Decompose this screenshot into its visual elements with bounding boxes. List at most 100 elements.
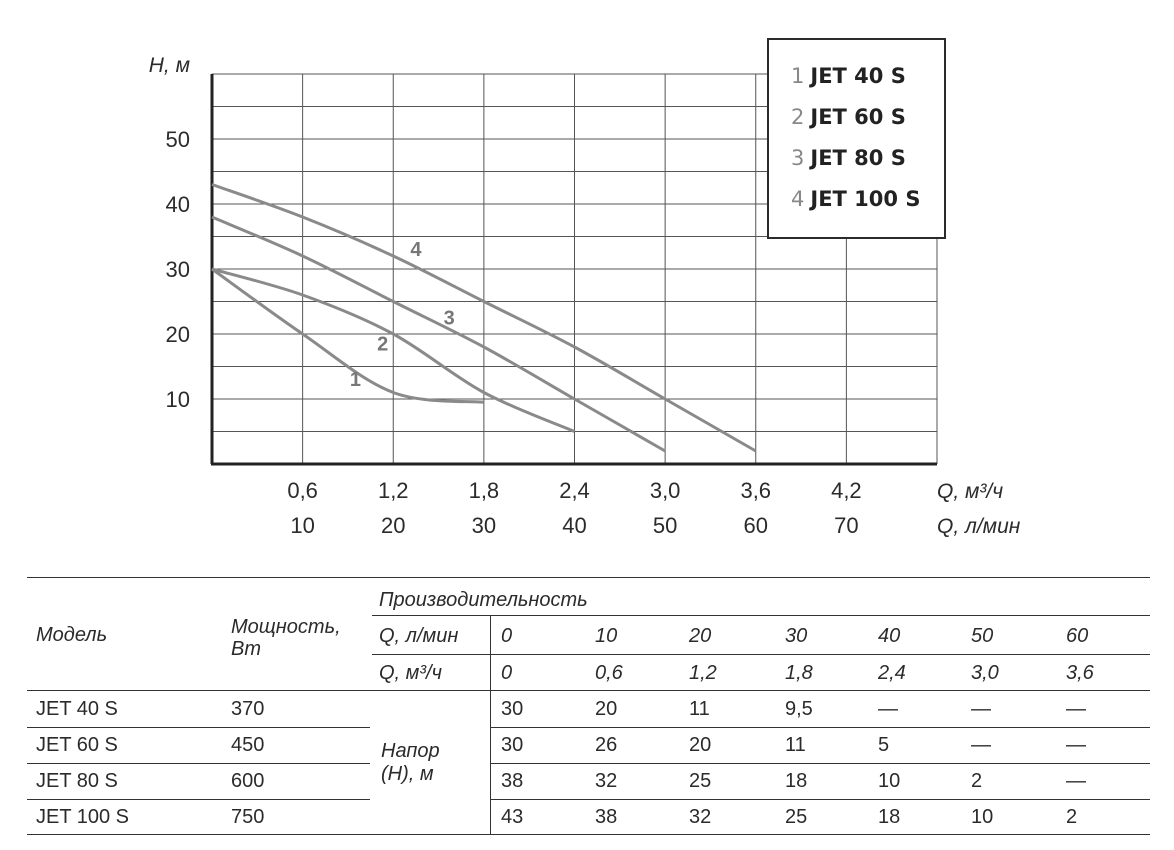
table-cell: 11 bbox=[689, 698, 710, 720]
q-m3h-cell: 1,8 bbox=[785, 662, 813, 684]
x-tick-label-m3h: 2,4 bbox=[559, 478, 590, 503]
series-line-2 bbox=[211, 267, 576, 433]
legend-item-3: 3 JET 80 S bbox=[791, 146, 906, 170]
y-tick-label: 20 bbox=[166, 322, 190, 347]
q-lmin-cell: 10 bbox=[595, 625, 618, 647]
table-cell: 18 bbox=[878, 806, 901, 828]
x-tick-label-lmin: 30 bbox=[472, 513, 496, 538]
row-rule-1b bbox=[490, 727, 1150, 728]
performance-header: Производительность bbox=[379, 589, 588, 611]
table-cell: 9,5 bbox=[785, 698, 813, 720]
series-label-4: 4 bbox=[410, 239, 422, 261]
q-m3h-cell: 0,6 bbox=[595, 662, 623, 684]
table-cell: 2 bbox=[971, 770, 983, 792]
y-tick-label: 40 bbox=[166, 192, 190, 217]
legend-item-4: 4 JET 100 S bbox=[791, 187, 921, 211]
table-cell: 20 bbox=[689, 734, 712, 756]
q-lmin-cell: 30 bbox=[785, 625, 808, 647]
series-line-4 bbox=[211, 183, 757, 453]
table-header-rule-1 bbox=[372, 615, 1150, 616]
table-cell: 26 bbox=[595, 734, 618, 756]
series-line-1 bbox=[211, 267, 485, 404]
x-tick-label-lmin: 50 bbox=[653, 513, 677, 538]
q-m3h-cell: 2,4 bbox=[878, 662, 906, 684]
table-cell: 25 bbox=[785, 806, 808, 828]
table-cell: — bbox=[1066, 770, 1086, 792]
q-lmin-cell: 0 bbox=[501, 625, 513, 647]
x-tick-label-m3h: 3,0 bbox=[650, 478, 681, 503]
power-unit: Вт bbox=[231, 638, 261, 660]
series-label-2: 2 bbox=[377, 333, 388, 355]
series-label-1: 1 bbox=[350, 369, 361, 391]
table-cell: 32 bbox=[595, 770, 618, 792]
x-tick-label-m3h: 3,6 bbox=[740, 478, 771, 503]
series-label-3: 3 bbox=[444, 307, 455, 329]
table-top-rule bbox=[27, 577, 1150, 578]
table-cell: 20 bbox=[595, 698, 618, 720]
head-label: Напор bbox=[381, 740, 440, 762]
table-row-power: 750 bbox=[231, 806, 265, 828]
table-cell: — bbox=[1066, 734, 1086, 756]
table-cell: 18 bbox=[785, 770, 808, 792]
chart-legend: 1 JET 40 S 2 JET 60 S 3 JET 80 S 4 JET 100 S bbox=[767, 38, 946, 239]
table-header-rule-3 bbox=[27, 690, 1150, 691]
x-tick-label-lmin: 40 bbox=[562, 513, 586, 538]
table-cell: — bbox=[1066, 698, 1086, 720]
q-lmin-label: Q, л/мин bbox=[379, 625, 459, 647]
q-lmin-cell: 20 bbox=[689, 625, 712, 647]
series-line-3 bbox=[211, 215, 666, 453]
table-cell: 10 bbox=[878, 770, 901, 792]
model-header: Модель bbox=[36, 624, 108, 646]
q-m3h-cell: 0 bbox=[501, 662, 513, 684]
row-rule-1a bbox=[27, 727, 370, 728]
x-tick-label-lmin: 60 bbox=[744, 513, 768, 538]
row-rule-3b bbox=[490, 799, 1150, 800]
table-cell: 38 bbox=[501, 770, 524, 792]
row-rule-2a bbox=[27, 763, 370, 764]
table-row-model: JET 80 S bbox=[36, 770, 118, 792]
q-lmin-cell: 50 bbox=[971, 625, 994, 647]
x-axis-label-lmin: Q, л/мин bbox=[937, 515, 1021, 538]
head-unit: (Н), м bbox=[381, 763, 434, 785]
row-rule-2b bbox=[490, 763, 1150, 764]
legend-item-2: 2 JET 60 S bbox=[791, 105, 906, 129]
table-cell: 30 bbox=[501, 734, 524, 756]
table-cell: 10 bbox=[971, 806, 994, 828]
table-cell: — bbox=[878, 698, 898, 720]
q-m3h-cell: 3,0 bbox=[971, 662, 999, 684]
table-header-rule-2 bbox=[372, 654, 1150, 655]
q-lmin-cell: 40 bbox=[878, 625, 901, 647]
x-tick-label-m3h: 1,2 bbox=[378, 478, 409, 503]
table-cell: 2 bbox=[1066, 806, 1078, 828]
x-tick-label-m3h: 4,2 bbox=[831, 478, 862, 503]
table-row-model: JET 60 S bbox=[36, 734, 118, 756]
row-rule-3a bbox=[27, 799, 370, 800]
y-tick-label: 10 bbox=[166, 387, 190, 412]
q-m3h-label: Q, м³/ч bbox=[379, 662, 442, 684]
table-cell: 32 bbox=[689, 806, 712, 828]
table-row-power: 600 bbox=[231, 770, 265, 792]
table-cell: 38 bbox=[595, 806, 618, 828]
legend-item-1: 1 JET 40 S bbox=[791, 64, 906, 88]
x-tick-label-m3h: 1,8 bbox=[469, 478, 500, 503]
q-lmin-cell: 60 bbox=[1066, 625, 1089, 647]
x-axis-label-m3h: Q, м³/ч bbox=[937, 480, 1003, 503]
table-vertical-rule bbox=[490, 615, 491, 834]
y-tick-label: 30 bbox=[166, 257, 190, 282]
table-cell: 11 bbox=[785, 734, 806, 756]
table-row-model: JET 40 S bbox=[36, 698, 118, 720]
pump-curve-chart: 10 20 30 40 50 H, м 0,6 1,2 1,8 2,4 3,0 3,6 4,2 10 20 3… bbox=[149, 54, 1021, 538]
x-tick-label-lmin: 10 bbox=[290, 513, 314, 538]
table-cell: — bbox=[971, 698, 991, 720]
x-tick-label-lmin: 20 bbox=[381, 513, 405, 538]
table-cell: 43 bbox=[501, 806, 524, 828]
table-cell: 25 bbox=[689, 770, 712, 792]
table-row-power: 450 bbox=[231, 734, 265, 756]
table-cell: — bbox=[971, 734, 991, 756]
table-cell: 30 bbox=[501, 698, 524, 720]
q-m3h-cell: 1,2 bbox=[689, 662, 717, 684]
table-row-power: 370 bbox=[231, 698, 265, 720]
table-cell: 5 bbox=[878, 734, 890, 756]
x-tick-label-m3h: 0,6 bbox=[287, 478, 318, 503]
